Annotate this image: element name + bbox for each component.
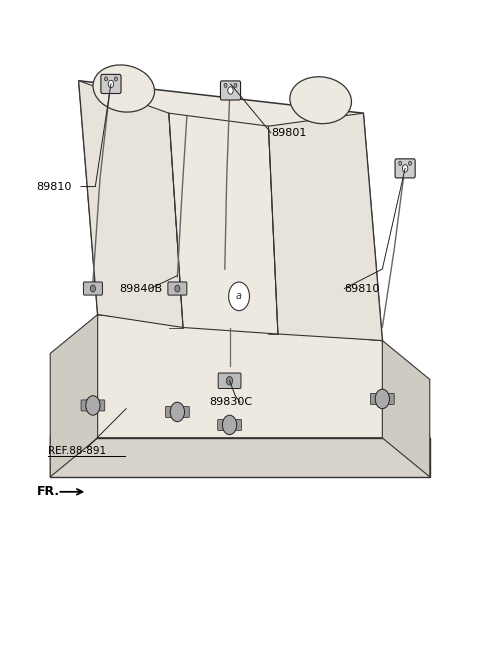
Text: a: a — [236, 291, 242, 301]
FancyBboxPatch shape — [166, 406, 189, 417]
Circle shape — [234, 83, 237, 87]
Circle shape — [86, 396, 100, 415]
Polygon shape — [383, 341, 430, 477]
Text: 89810: 89810 — [344, 284, 380, 293]
Circle shape — [375, 389, 389, 409]
Circle shape — [175, 285, 180, 292]
Circle shape — [227, 377, 233, 385]
FancyBboxPatch shape — [101, 75, 121, 94]
Ellipse shape — [93, 65, 155, 112]
Circle shape — [222, 415, 237, 435]
Circle shape — [228, 86, 233, 94]
Polygon shape — [79, 81, 183, 328]
Circle shape — [402, 164, 408, 172]
Circle shape — [224, 83, 227, 87]
FancyBboxPatch shape — [395, 159, 415, 178]
Text: 89830C: 89830C — [209, 397, 252, 407]
FancyBboxPatch shape — [218, 373, 241, 388]
FancyBboxPatch shape — [218, 419, 241, 430]
Text: 89810: 89810 — [36, 181, 72, 191]
Circle shape — [170, 402, 184, 422]
Circle shape — [114, 77, 118, 81]
Polygon shape — [50, 314, 430, 438]
Polygon shape — [50, 438, 430, 477]
Circle shape — [90, 285, 96, 292]
Text: FR.: FR. — [37, 485, 60, 498]
Circle shape — [108, 81, 114, 88]
FancyBboxPatch shape — [84, 282, 102, 295]
FancyBboxPatch shape — [168, 282, 187, 295]
Text: REF.88-891: REF.88-891 — [48, 446, 106, 456]
FancyBboxPatch shape — [371, 394, 394, 404]
Polygon shape — [50, 314, 97, 477]
Polygon shape — [79, 81, 383, 341]
Circle shape — [408, 161, 411, 165]
Polygon shape — [169, 113, 278, 334]
Ellipse shape — [290, 77, 351, 124]
FancyBboxPatch shape — [220, 81, 240, 100]
Text: 89801: 89801 — [271, 128, 306, 138]
Circle shape — [399, 161, 402, 165]
Polygon shape — [268, 113, 383, 341]
Circle shape — [228, 282, 250, 310]
Circle shape — [105, 77, 108, 81]
Text: 89840B: 89840B — [119, 284, 162, 293]
FancyBboxPatch shape — [81, 400, 105, 411]
